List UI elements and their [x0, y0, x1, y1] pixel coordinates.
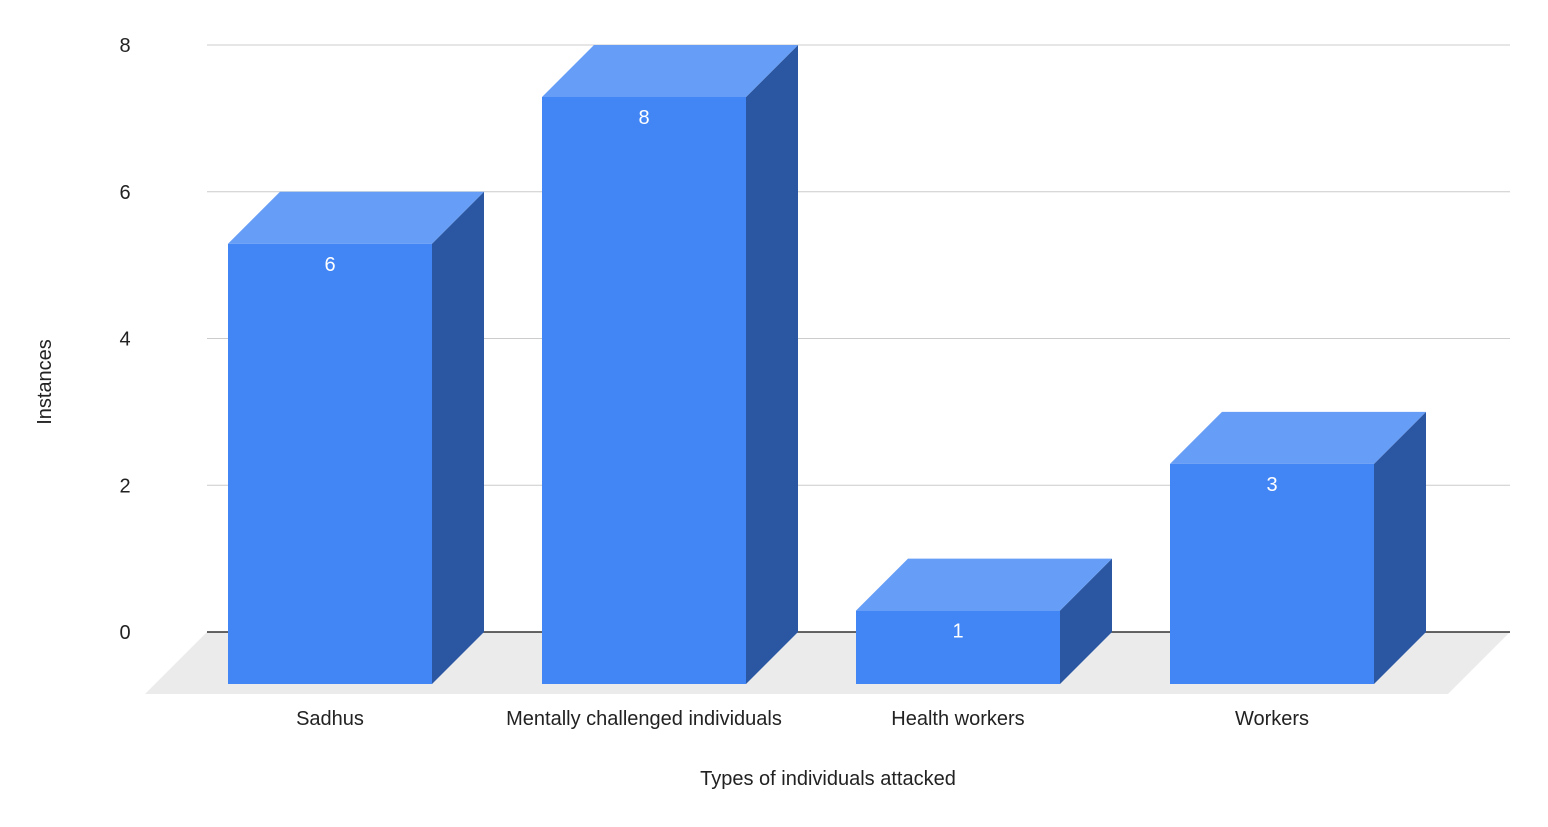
bar-side	[1374, 411, 1426, 684]
bar-data-label: 8	[638, 107, 649, 129]
y-axis-ticks: 0 2 4 6 8	[119, 35, 130, 644]
x-category-label: Mentally challenged individuals	[506, 708, 782, 730]
bar-top	[228, 191, 484, 244]
x-axis-categories: Sadhus Mentally challenged individuals Hea…	[296, 708, 1309, 730]
bar: 1	[856, 558, 1112, 684]
y-axis-title: Instances	[34, 339, 56, 425]
bar: 6	[228, 191, 484, 684]
bar-top	[1170, 411, 1426, 464]
bar-data-label: 1	[952, 621, 963, 643]
floor-plane	[145, 632, 1510, 694]
y-tick-label: 6	[119, 182, 130, 204]
bar-side	[432, 191, 484, 684]
bar-top	[856, 558, 1112, 611]
chart-floor	[145, 632, 1510, 694]
x-axis-title: Types of individuals attacked	[700, 768, 956, 790]
bar-front	[542, 97, 746, 684]
y-tick-label: 4	[119, 329, 130, 351]
bar-side	[1060, 558, 1112, 684]
bar-side	[746, 45, 798, 684]
bar-data-label: 3	[1266, 474, 1277, 496]
bar: 3	[1170, 411, 1426, 684]
bar-front	[228, 243, 432, 684]
bar: 8	[542, 45, 798, 684]
x-category-label: Sadhus	[296, 708, 364, 730]
bar-front	[1170, 463, 1374, 684]
x-category-label: Workers	[1235, 708, 1309, 730]
y-tick-label: 0	[119, 622, 130, 644]
y-tick-label: 8	[119, 35, 130, 57]
bar-data-label: 6	[324, 254, 335, 276]
bar-top	[542, 45, 798, 97]
y-tick-label: 2	[119, 475, 130, 497]
bar-front	[856, 610, 1060, 684]
bars: 6 8 1 3	[228, 45, 1426, 684]
x-category-label: Health workers	[891, 708, 1024, 730]
